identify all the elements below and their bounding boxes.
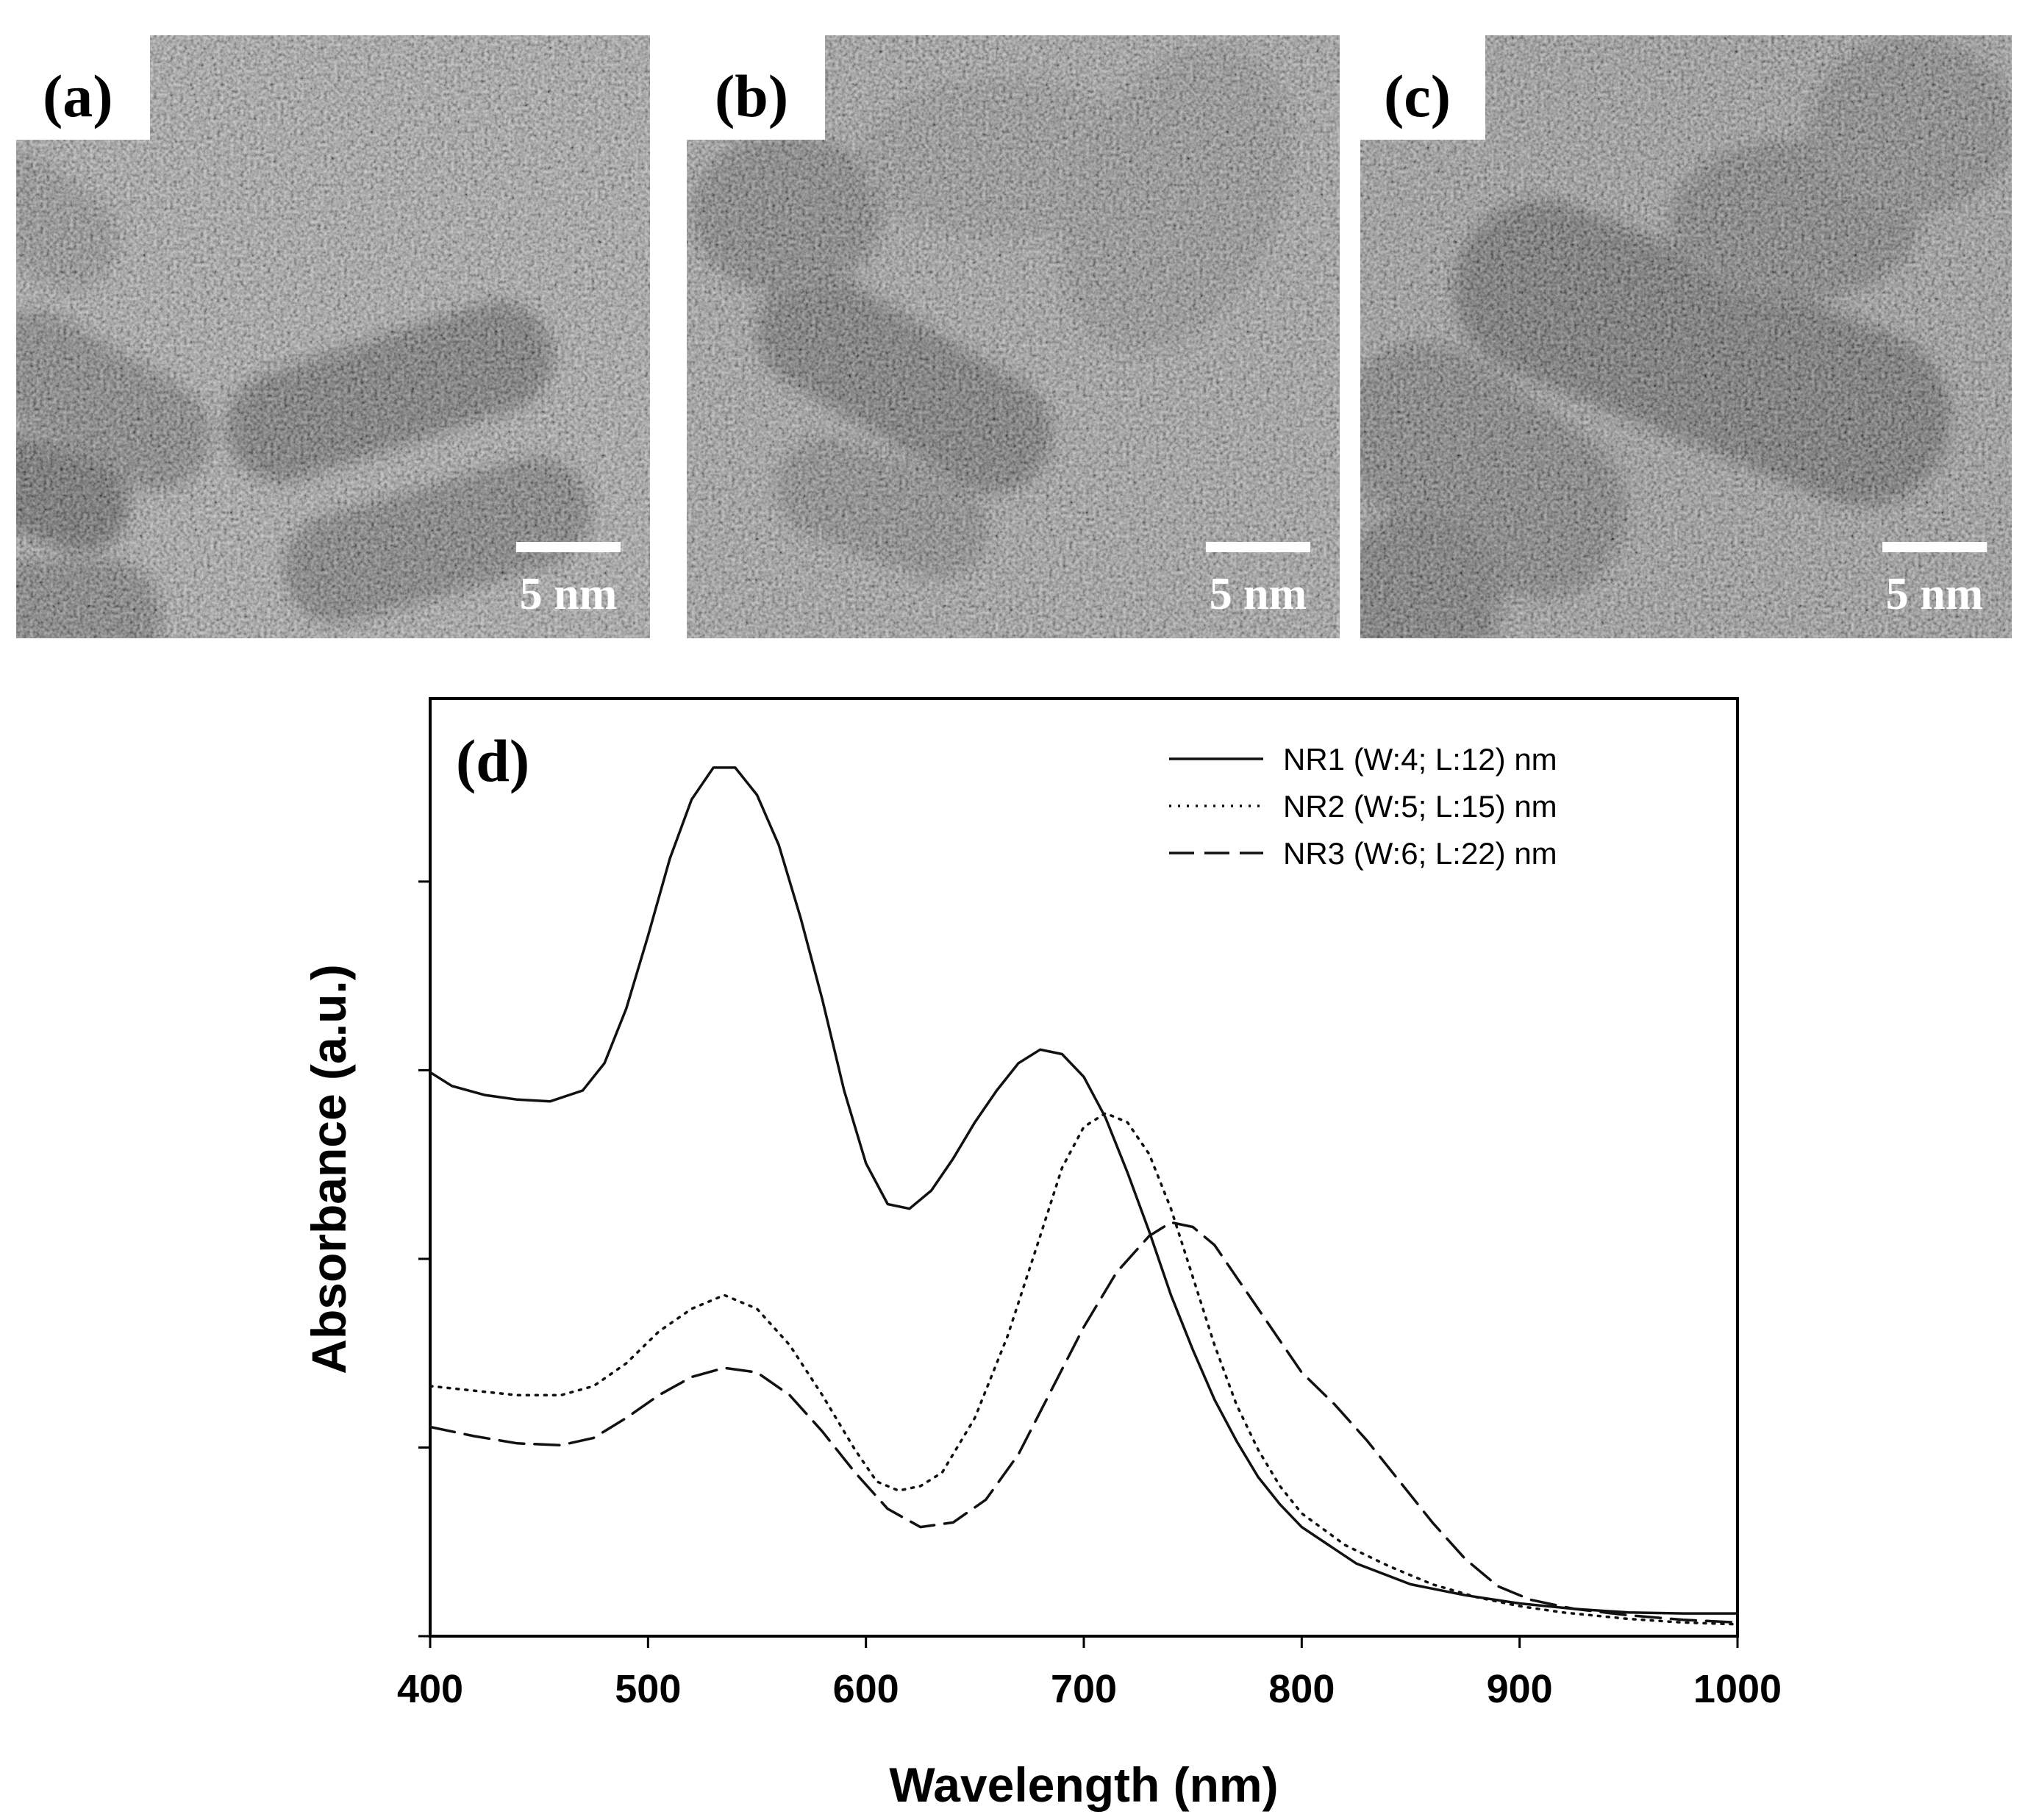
panel-label-c: (c) xyxy=(1384,63,1451,129)
scale-text-c: 5 nm xyxy=(1886,569,1984,619)
scale-bar-a xyxy=(516,542,621,552)
scale-text-b: 5 nm xyxy=(1210,569,1307,619)
scale-bar-b xyxy=(1206,542,1310,552)
series-line-nr2 xyxy=(429,1112,1739,1626)
x-tick-label: 500 xyxy=(615,1667,681,1711)
series-line-nr1 xyxy=(429,766,1739,1615)
x-tick-label: 400 xyxy=(397,1667,463,1711)
legend: NR1 (W:4; L:12) nm NR2 (W:5; L:15) nm NR3 … xyxy=(1169,742,1557,871)
y-axis-ticks xyxy=(418,880,430,1638)
series-line-nr3 xyxy=(429,1221,1739,1624)
tem-image-c xyxy=(1360,35,2012,638)
x-tick-label: 800 xyxy=(1268,1667,1335,1711)
tem-image-b xyxy=(687,35,1340,638)
panel-label-b: (b) xyxy=(715,63,788,129)
panel-label-d: (d) xyxy=(456,727,529,794)
label-box-b xyxy=(687,35,825,140)
label-box-a xyxy=(16,35,150,140)
x-tick-label: 1000 xyxy=(1693,1667,1782,1711)
label-box-c xyxy=(1360,35,1485,140)
y-axis-title: Absorbance (a.u.) xyxy=(301,964,356,1374)
legend-label-nr3: NR3 (W:6; L:22) nm xyxy=(1283,836,1557,871)
series-group xyxy=(429,766,1739,1626)
x-tick-label: 600 xyxy=(833,1667,899,1711)
panel-label-a: (a) xyxy=(43,63,113,129)
scale-bar-c xyxy=(1882,542,1987,552)
absorbance-chart: (d) 400 500 600 700 800 900 1000 NR1 (W:4; L:1… xyxy=(301,697,1782,1812)
x-axis-title: Wavelength (nm) xyxy=(889,1757,1278,1812)
legend-label-nr1: NR1 (W:4; L:12) nm xyxy=(1283,742,1557,777)
x-axis-ticks: 400 500 600 700 800 900 1000 xyxy=(397,1636,1782,1711)
legend-label-nr2: NR2 (W:5; L:15) nm xyxy=(1283,789,1557,824)
x-tick-label: 900 xyxy=(1487,1667,1553,1711)
x-tick-label: 700 xyxy=(1051,1667,1117,1711)
scale-text-a: 5 nm xyxy=(520,569,618,619)
